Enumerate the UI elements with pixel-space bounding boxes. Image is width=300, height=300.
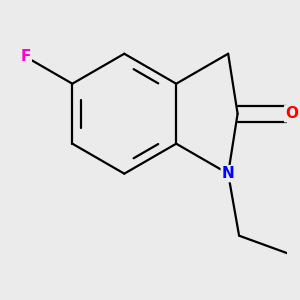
- Text: O: O: [285, 106, 298, 121]
- Text: F: F: [20, 49, 31, 64]
- Text: N: N: [222, 166, 235, 181]
